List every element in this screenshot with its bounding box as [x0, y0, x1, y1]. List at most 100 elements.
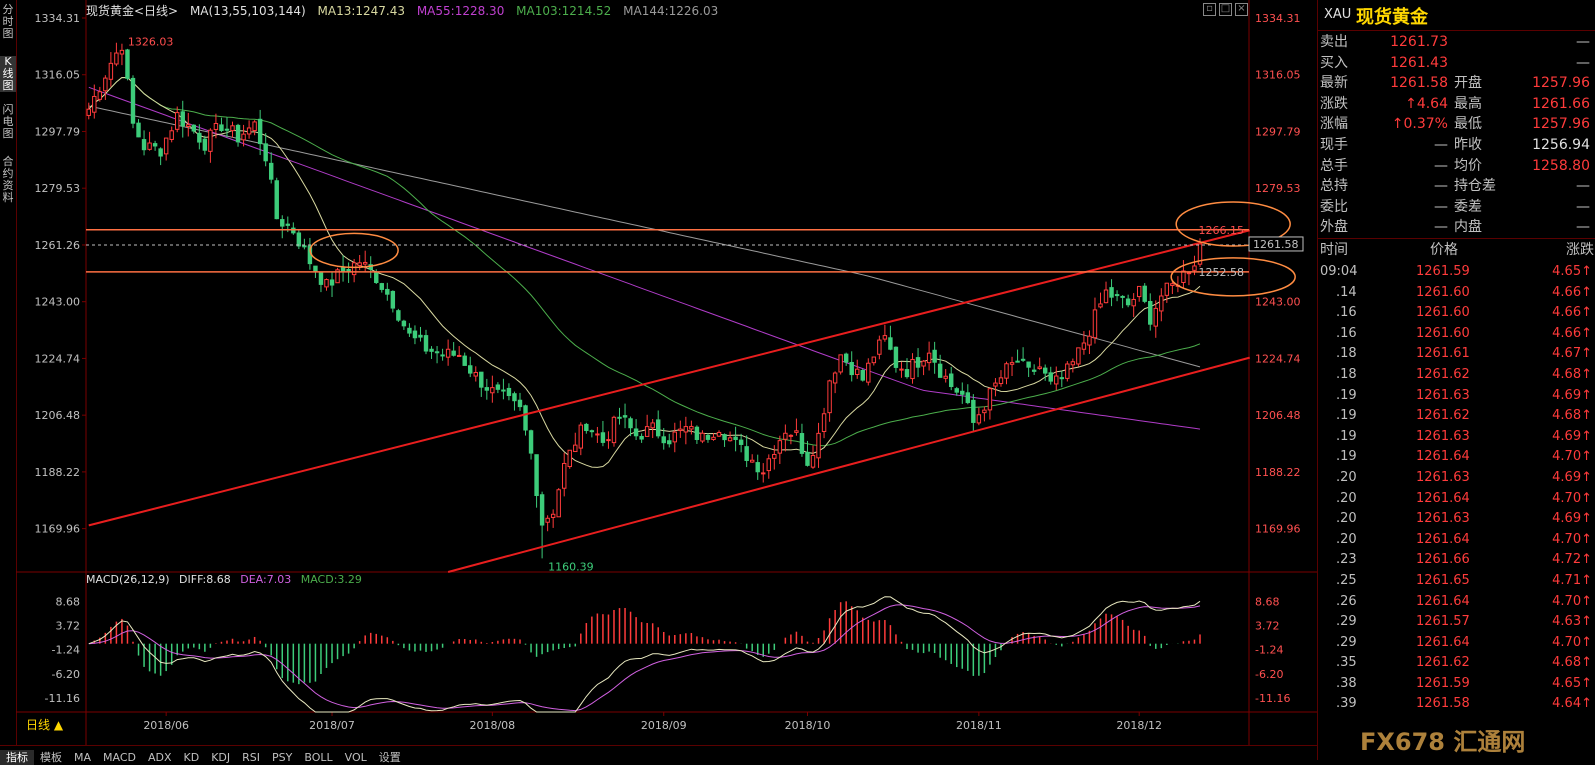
quote-row: 涨幅 ↑0.37% 最低 1257.96: [1318, 114, 1595, 135]
quote-label: 涨幅: [1320, 116, 1348, 133]
y-tick-label-right: 1297.79: [1255, 125, 1301, 138]
tab-boll[interactable]: BOLL: [304, 751, 333, 764]
y-tick-label-right: 1316.05: [1255, 69, 1301, 82]
candle-body: [954, 388, 959, 393]
tick-price: 1261.62: [1416, 366, 1470, 382]
candle-body: [843, 353, 849, 363]
price-annotation: 1160.39: [548, 560, 594, 573]
tick-list[interactable]: 09:04 1261.59 4.65↑ .14 1261.60 4.66↑ .16 1261.…: [1318, 262, 1595, 715]
tick-price: 1261.66: [1416, 552, 1470, 568]
tab-lightning[interactable]: 闪电图: [2, 103, 14, 140]
tick-change: 4.66↑: [1552, 325, 1592, 341]
candle-body: [235, 124, 241, 143]
quote-value: 1261.66: [1532, 95, 1590, 112]
tab-kline[interactable]: K线图: [0, 56, 16, 92]
price-chart[interactable]: 1334.31 1334.31 1316.05 1316.05 1297.79 1297.…: [0, 0, 1317, 745]
tick-time: .20: [1336, 490, 1357, 506]
candle-body: [401, 320, 407, 327]
tab-rsi[interactable]: RSI: [242, 751, 261, 764]
tick-price: 1261.64: [1416, 593, 1470, 609]
tick-row: .29 1261.64 4.70↑: [1318, 633, 1595, 654]
candle-body: [335, 269, 340, 284]
candle-body: [921, 360, 926, 367]
candle-body: [407, 327, 412, 334]
candle-body: [788, 434, 794, 437]
candle-body: [777, 440, 783, 454]
candle-body: [667, 440, 672, 445]
candle-body: [805, 451, 810, 466]
candle-body: [1037, 366, 1042, 370]
tab-adx[interactable]: ADX: [148, 751, 172, 764]
candle-body: [318, 271, 324, 285]
quote-value: 1257.96: [1532, 75, 1590, 92]
ma-header: 现货黄金<日线> MA(13,55,103,144) MA13:1247.43 …: [86, 2, 726, 19]
tab-settings[interactable]: 设置: [378, 751, 401, 764]
diff-value: DIFF:8.68: [179, 573, 231, 586]
candle-body: [213, 123, 219, 130]
tick-row: .38 1261.59 4.65↑: [1318, 674, 1595, 695]
tab-indicator[interactable]: 指标: [0, 750, 34, 765]
quote-value: —: [1434, 178, 1448, 195]
candle-body: [152, 143, 158, 147]
tab-timeshare[interactable]: 分时图: [2, 3, 14, 40]
candle-body: [716, 431, 722, 437]
tab-macd[interactable]: MACD: [103, 751, 136, 764]
y-tick-label-left: 1297.79: [35, 125, 81, 138]
tab-contract-info[interactable]: 合约资料: [2, 155, 14, 204]
tick-price: 1261.63: [1416, 428, 1470, 444]
candle-body: [429, 348, 434, 352]
quote-label: 持仓差: [1454, 178, 1496, 195]
candle-body: [976, 414, 982, 424]
restore-icon[interactable]: ▫: [1203, 3, 1216, 16]
tick-row: .25 1261.65 4.71↑: [1318, 571, 1595, 592]
y-tick-label-left: 1261.26: [35, 239, 81, 252]
tick-change: 4.69↑: [1552, 387, 1592, 403]
candle-body: [705, 434, 711, 440]
x-tick-label: 2018/07: [309, 719, 355, 732]
tab-vol[interactable]: VOL: [344, 751, 367, 764]
candle-body: [661, 436, 666, 444]
tick-price: 1261.60: [1416, 284, 1470, 300]
tab-ma[interactable]: MA: [74, 751, 92, 764]
candle-body: [655, 419, 661, 437]
candle-body: [490, 387, 495, 394]
y-tick-label-right: 1334.31: [1255, 12, 1301, 25]
tab-psy[interactable]: PSY: [272, 751, 293, 764]
candle-body: [1004, 363, 1009, 379]
tick-row: .14 1261.60 4.66↑: [1318, 283, 1595, 304]
candle-body: [1054, 375, 1059, 385]
ma-label[interactable]: MA(13,55,103,144): [189, 4, 306, 18]
tab-kd[interactable]: KD: [183, 751, 200, 764]
candle-body: [849, 361, 854, 376]
candle-body: [528, 430, 534, 454]
tab-template[interactable]: 模板: [40, 751, 62, 764]
period-selector[interactable]: 日线 ▲: [26, 718, 64, 732]
candle-body: [965, 392, 971, 404]
close-icon[interactable]: ×: [1235, 3, 1248, 16]
tick-price: 1261.62: [1416, 655, 1470, 671]
candle-body: [1192, 265, 1197, 271]
ma55-line: [88, 76, 1201, 447]
candle-body: [158, 148, 163, 157]
quote-row: 总持 — 持仓差 —: [1318, 176, 1595, 197]
macd-tick-label-left: 3.72: [56, 620, 81, 633]
candle-body: [838, 354, 843, 373]
candle-body: [1081, 342, 1087, 350]
candle-body: [877, 339, 882, 355]
candle-body: [296, 232, 302, 247]
quote-label: 涨跌: [1320, 95, 1348, 112]
candle-body: [313, 265, 318, 273]
macd-tick-label-right: -1.24: [1255, 644, 1283, 657]
candle-body: [141, 139, 147, 151]
macd-label[interactable]: MACD(26,12,9): [86, 573, 170, 586]
candle-body: [1092, 309, 1098, 339]
quote-label: 总手: [1320, 157, 1348, 174]
candle-body: [987, 388, 993, 411]
tick-row: .19 1261.63 4.69↑: [1318, 386, 1595, 407]
maximize-icon[interactable]: □: [1219, 3, 1232, 16]
candle-body: [993, 382, 998, 387]
tick-price: 1261.60: [1416, 305, 1470, 321]
tick-price: 1261.64: [1416, 531, 1470, 547]
tab-kdj[interactable]: KDJ: [211, 751, 231, 764]
quote-label: 最新: [1320, 75, 1348, 92]
